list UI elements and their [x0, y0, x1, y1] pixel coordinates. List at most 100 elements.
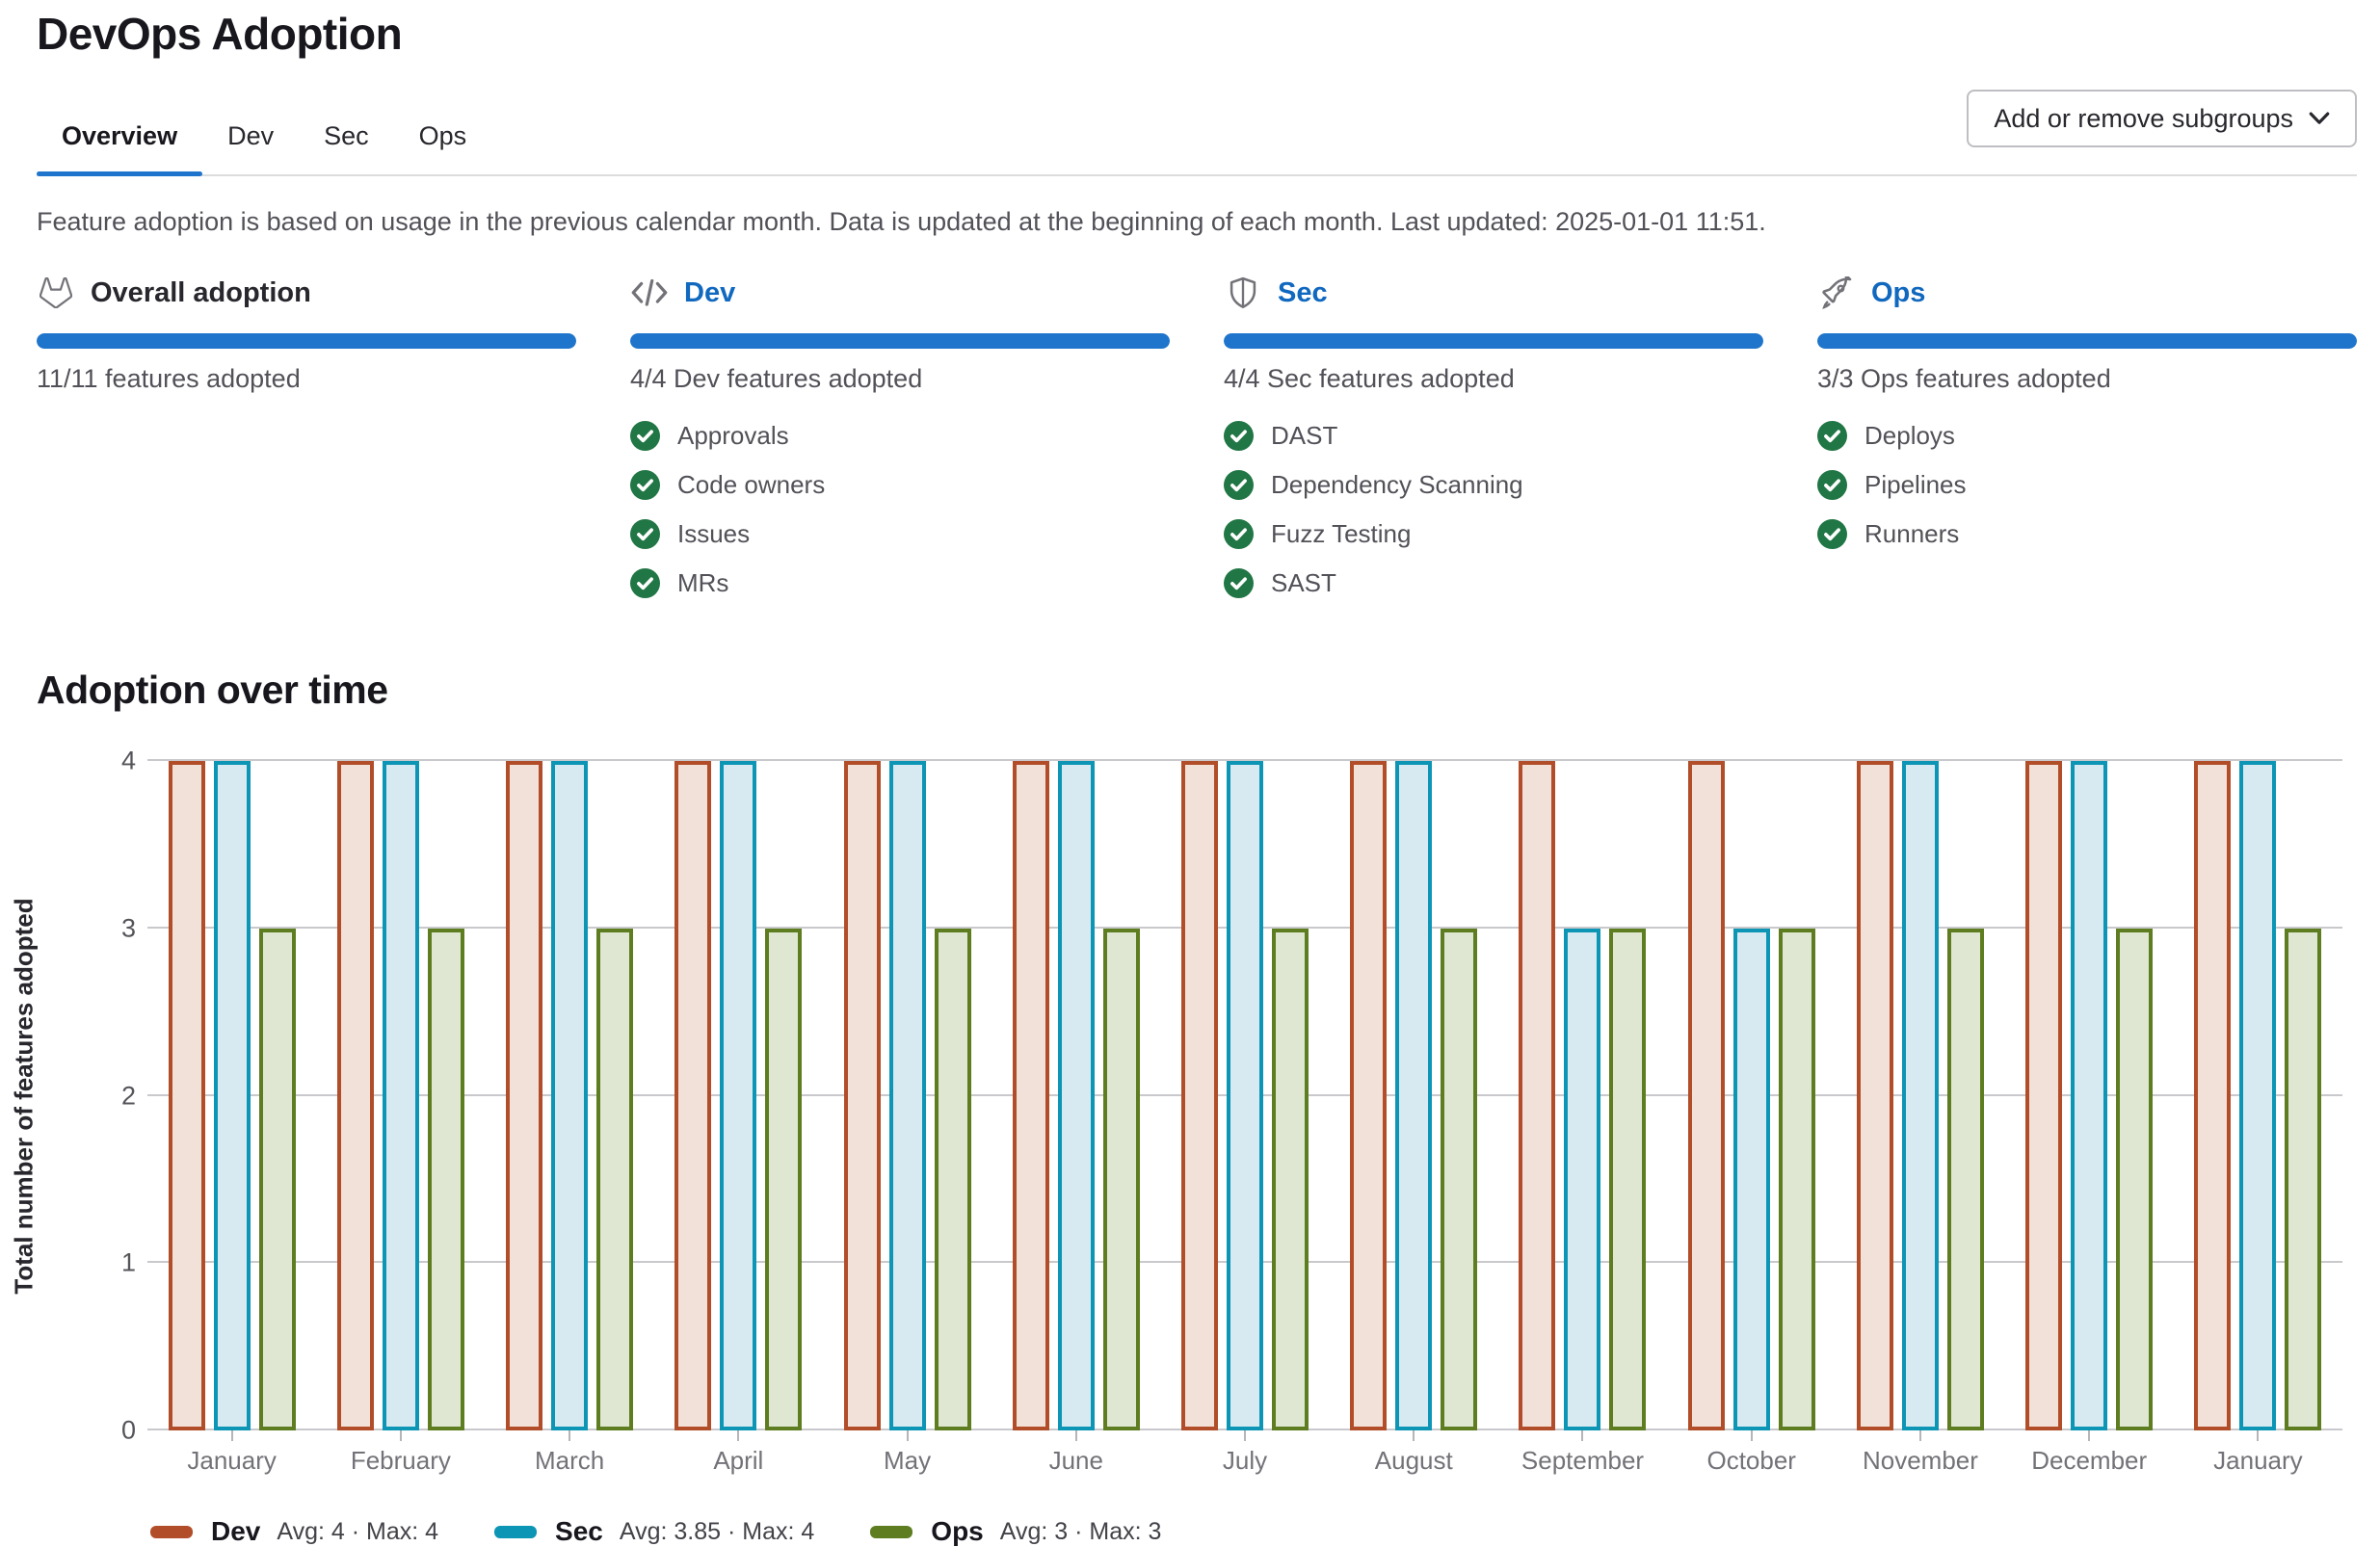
- card-header: Ops: [1817, 274, 2357, 312]
- feature-label: DAST: [1271, 421, 1338, 450]
- bar-group-november-10: [1836, 761, 2004, 1430]
- x-tick-mark: [1413, 1430, 1415, 1441]
- bar-sec-october-9: [1732, 928, 1770, 1430]
- tab-overview[interactable]: Overview: [37, 104, 203, 176]
- check-circle-icon: [1817, 470, 1847, 500]
- card-title-ops[interactable]: Ops: [1871, 276, 1926, 308]
- bar-sec-april-3: [720, 761, 757, 1430]
- legend-item-sec[interactable]: Sec Avg: 3.85 · Max: 4: [494, 1516, 814, 1547]
- x-tick-mark: [399, 1430, 402, 1441]
- last-updated-info: Feature adoption is based on usage in th…: [37, 207, 1766, 236]
- legend-item-dev[interactable]: Dev Avg: 4 · Max: 4: [150, 1516, 438, 1547]
- card-sec: Sec 4/4 Sec features adopted DAST Dependenc…: [1224, 274, 1763, 608]
- legend-swatch-dev: [150, 1525, 193, 1538]
- bar-dev-july-6: [1181, 761, 1219, 1430]
- bar-ops-november-10: [1946, 928, 1984, 1430]
- card-title-sec[interactable]: Sec: [1278, 276, 1328, 308]
- bar-group-july-6: [1160, 761, 1329, 1430]
- bar-group-october-9: [1667, 761, 1836, 1430]
- x-tick-mark: [1581, 1430, 1584, 1441]
- x-axis-label-february-1: February: [350, 1446, 451, 1475]
- x-axis-cell-5: June: [992, 1430, 1160, 1476]
- bar-sec-july-6: [1227, 761, 1264, 1430]
- feature-label: Runners: [1864, 519, 1960, 548]
- legend-item-ops[interactable]: Ops Avg: 3 · Max: 3: [870, 1516, 1161, 1547]
- feature-item-issues: Issues: [630, 510, 1170, 559]
- adoption-progress-bar: [1224, 333, 1763, 349]
- x-tick-mark: [737, 1430, 740, 1441]
- bar-ops-october-9: [1778, 928, 1815, 1430]
- x-axis-label-october-9: October: [1706, 1446, 1796, 1475]
- bar-ops-august-7: [1441, 928, 1478, 1430]
- x-tick-mark: [2088, 1430, 2091, 1441]
- x-axis-labels: January February March April May June July Augu…: [147, 1430, 2342, 1476]
- feature-list: Deploys Pipelines Runners: [1817, 411, 2357, 559]
- page-title: DevOps Adoption: [37, 9, 403, 59]
- bar-ops-january-12: [2285, 928, 2322, 1430]
- bar-group-february-1: [316, 761, 485, 1430]
- x-axis-label-may-4: May: [883, 1446, 932, 1475]
- bar-sec-february-1: [382, 761, 419, 1430]
- bar-group-june-5: [992, 761, 1160, 1430]
- legend-series-name: Ops: [931, 1516, 984, 1546]
- tab-ops[interactable]: Ops: [418, 121, 467, 150]
- x-axis-cell-4: May: [823, 1430, 992, 1476]
- bar-sec-january-0: [213, 761, 251, 1430]
- check-circle-icon: [1224, 519, 1254, 549]
- x-tick-mark: [1750, 1430, 1753, 1441]
- bar-dev-august-7: [1350, 761, 1388, 1430]
- x-axis-label-january-0: January: [187, 1446, 277, 1475]
- x-tick-mark: [1074, 1430, 1077, 1441]
- check-circle-icon: [1817, 519, 1847, 549]
- bar-ops-march-2: [596, 928, 634, 1430]
- card-title-dev[interactable]: Dev: [684, 276, 736, 308]
- bar-sec-august-7: [1395, 761, 1433, 1430]
- x-axis-cell-9: October: [1667, 1430, 1836, 1476]
- card-header: Sec: [1224, 274, 1763, 312]
- y-axis-title: Total number of features adopted: [9, 897, 39, 1295]
- bar-dev-may-4: [843, 761, 881, 1430]
- gridline-4: [147, 759, 2342, 761]
- tab-dev[interactable]: Dev: [227, 121, 275, 150]
- feature-label: Deploys: [1864, 421, 1955, 450]
- check-circle-icon: [1224, 568, 1254, 598]
- feature-item-mrs: MRs: [630, 559, 1170, 608]
- add-or-remove-subgroups-button[interactable]: Add or remove subgroups: [1967, 90, 2357, 147]
- adoption-progress-bar: [1817, 333, 2357, 349]
- card-subtitle: 4/4 Sec features adopted: [1224, 364, 1515, 393]
- x-axis-cell-0: January: [147, 1430, 316, 1476]
- check-circle-icon: [630, 421, 660, 451]
- bar-sec-september-8: [1564, 928, 1601, 1430]
- feature-label: Code owners: [677, 470, 826, 499]
- bar-sec-may-4: [888, 761, 926, 1430]
- chevron-down-icon: [2309, 112, 2330, 125]
- bar-ops-february-1: [427, 928, 464, 1430]
- check-circle-icon: [1224, 421, 1254, 451]
- x-axis-label-april-3: April: [713, 1446, 764, 1475]
- chart-legend: Dev Avg: 4 · Max: 4 Sec Avg: 3.85 · Max: 4 O…: [150, 1516, 2357, 1547]
- feature-label: Approvals: [677, 421, 789, 450]
- x-axis-cell-12: January: [2174, 1430, 2342, 1476]
- bar-group-december-11: [2005, 761, 2174, 1430]
- add-or-remove-subgroups-label: Add or remove subgroups: [1994, 103, 2293, 133]
- bar-group-april-3: [654, 761, 823, 1430]
- card-ops: Ops 3/3 Ops features adopted Deploys Pipeli…: [1817, 274, 2357, 608]
- card-subtitle: 3/3 Ops features adopted: [1817, 364, 2111, 393]
- x-tick-mark: [569, 1430, 571, 1441]
- feature-label: Pipelines: [1864, 470, 1967, 499]
- card-overall-adoption: Overall adoption 11/11 features adopted: [37, 274, 576, 608]
- chart-section-title: Adoption over time: [37, 668, 388, 712]
- x-axis-label-july-6: July: [1222, 1446, 1268, 1475]
- bar-dev-november-10: [1856, 761, 1893, 1430]
- feature-label: MRs: [677, 568, 729, 597]
- x-axis-cell-1: February: [316, 1430, 485, 1476]
- feature-label: SAST: [1271, 568, 1336, 597]
- tab-sec[interactable]: Sec: [324, 121, 369, 150]
- card-header: Overall adoption: [37, 274, 576, 312]
- feature-item-dependency-scanning: Dependency Scanning: [1224, 460, 1763, 510]
- adoption-progress-bar: [37, 333, 576, 349]
- x-axis-label-january-12: January: [2213, 1446, 2303, 1475]
- adoption-progress-fill: [630, 333, 1170, 349]
- rocket-icon: [1817, 275, 1856, 310]
